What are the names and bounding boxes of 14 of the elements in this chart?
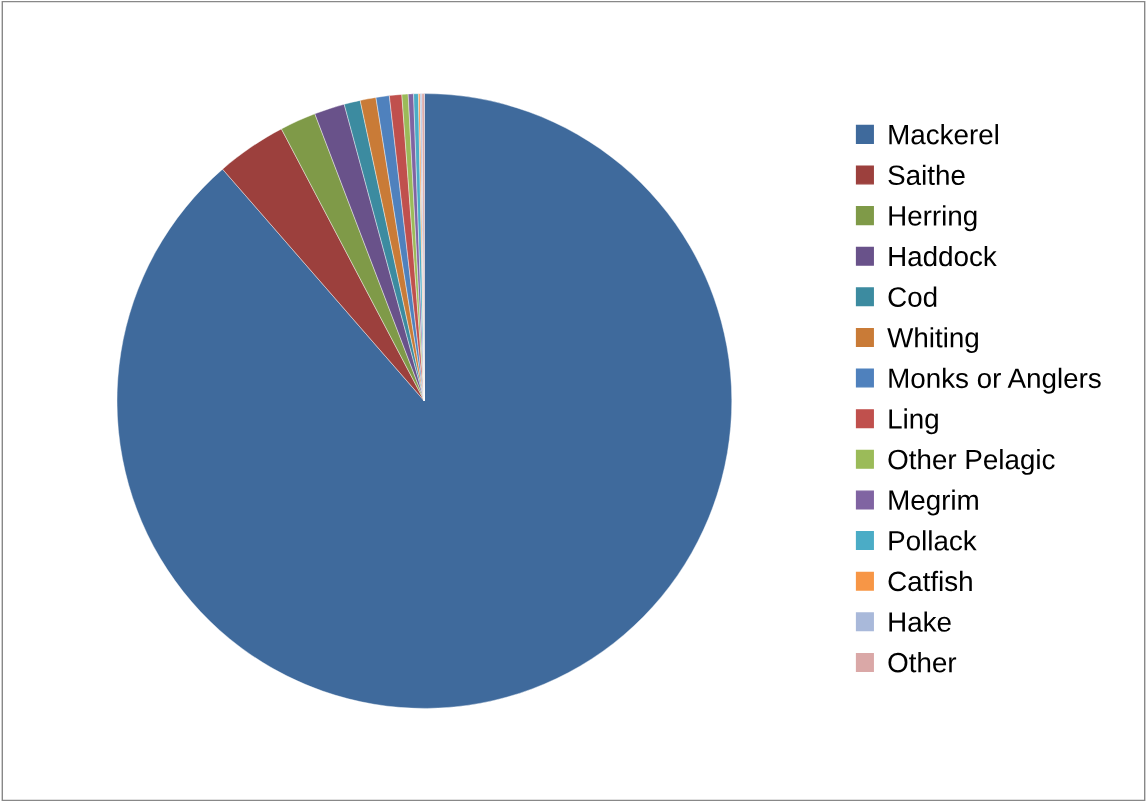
legend-label: Cod	[888, 286, 937, 307]
legend-label: Saithe	[888, 164, 965, 186]
legend-label: Haddock	[889, 245, 997, 267]
legend-label: Catfish	[888, 570, 972, 592]
legend-label: Whiting	[887, 327, 978, 354]
legend-label: Herring	[889, 205, 977, 232]
legend-label: Monks or Anglers	[889, 367, 1101, 394]
legend-label: Mackerel	[889, 124, 998, 145]
legend-label: Pollack	[889, 530, 977, 551]
legend-label: Megrim	[889, 489, 978, 516]
legend-label: Hake	[889, 611, 951, 632]
legend-label: Ling	[889, 408, 938, 435]
legend-label: Other	[888, 652, 957, 673]
legend-label: Other Pelagic	[888, 448, 1055, 475]
